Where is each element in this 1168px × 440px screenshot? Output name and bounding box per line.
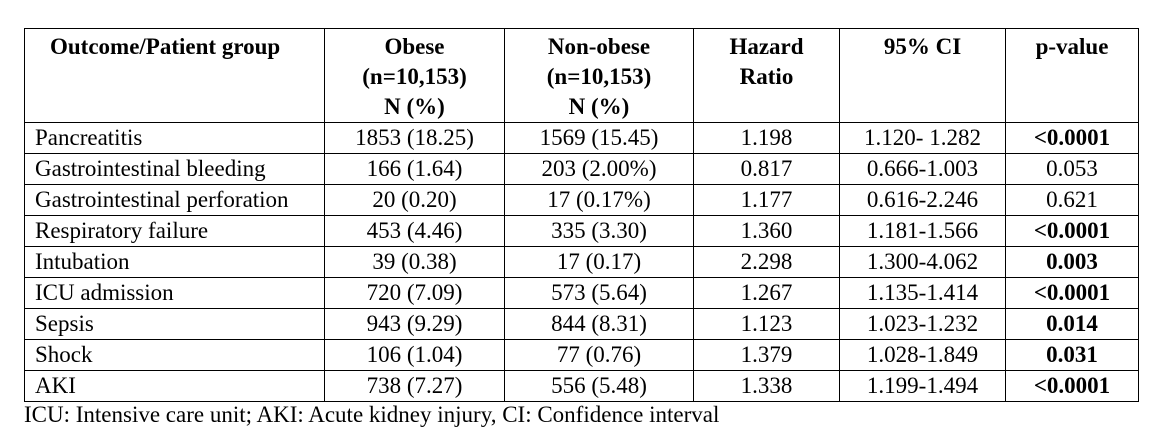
obese-cell: 943 (9.29) <box>324 308 505 340</box>
hazard-ratio-cell: 1.267 <box>693 277 840 309</box>
ci-cell: 1.181-1.566 <box>839 215 1006 247</box>
obese-cell: 720 (7.09) <box>324 277 505 309</box>
ci-cell: 1.300-4.062 <box>839 246 1006 278</box>
obese-cell: 39 (0.38) <box>324 246 505 278</box>
ci-cell: 1.028-1.849 <box>839 339 1006 371</box>
obese-cell: 1853 (18.25) <box>324 122 505 154</box>
ci-cell: 0.616-2.246 <box>839 184 1006 216</box>
header-line: Hazard <box>729 34 804 59</box>
header-line: N (%) <box>568 94 630 119</box>
hazard-ratio-cell: 2.298 <box>693 246 840 278</box>
p-value-cell: 0.053 <box>1005 153 1139 185</box>
header-p-value: p-value <box>1005 28 1139 123</box>
ci-cell: 1.135-1.414 <box>839 277 1006 309</box>
p-value-cell: <0.0001 <box>1005 277 1139 309</box>
obese-cell: 453 (4.46) <box>324 215 505 247</box>
header-non-obese: Non-obese (n=10,153) N (%) <box>504 28 694 123</box>
header-line: 95% CI <box>883 34 962 59</box>
table-row: Sepsis 943 (9.29) 844 (8.31) 1.123 1.023-1.2… <box>24 308 1139 340</box>
p-value-cell: 0.003 <box>1005 246 1139 278</box>
obese-cell: 738 (7.27) <box>324 370 505 402</box>
p-value-cell: 0.031 <box>1005 339 1139 371</box>
table-row: AKI 738 (7.27) 556 (5.48) 1.338 1.199-1.494 <… <box>24 370 1139 402</box>
table-body: Pancreatitis 1853 (18.25) 1569 (15.45) 1.19… <box>24 122 1139 402</box>
header-line: Non-obese <box>547 34 651 59</box>
header-row: Outcome/Patient group Obese (n=10,153) N… <box>24 28 1139 123</box>
ci-cell: 1.120- 1.282 <box>839 122 1006 154</box>
outcome-cell: Sepsis <box>24 308 325 340</box>
ci-cell: 0.666-1.003 <box>839 153 1006 185</box>
obese-cell: 20 (0.20) <box>324 184 505 216</box>
hazard-ratio-cell: 1.360 <box>693 215 840 247</box>
header-line: (n=10,153) <box>546 64 652 89</box>
table-row: Gastrointestinal perforation 20 (0.20) 17 … <box>24 184 1139 216</box>
outcome-cell: AKI <box>24 370 325 402</box>
obese-cell: 106 (1.04) <box>324 339 505 371</box>
p-value-cell: <0.0001 <box>1005 370 1139 402</box>
header-line: p-value <box>1035 34 1109 59</box>
non-obese-cell: 844 (8.31) <box>504 308 694 340</box>
outcome-cell: ICU admission <box>24 277 325 309</box>
outcome-cell: Gastrointestinal bleeding <box>24 153 325 185</box>
header-line: Obese <box>384 34 445 59</box>
p-value-cell: 0.014 <box>1005 308 1139 340</box>
header-obese: Obese (n=10,153) N (%) <box>324 28 505 123</box>
table-footnote: ICU: Intensive care unit; AKI: Acute kid… <box>24 402 720 427</box>
ci-cell: 1.199-1.494 <box>839 370 1006 402</box>
outcome-cell: Pancreatitis <box>24 122 325 154</box>
non-obese-cell: 573 (5.64) <box>504 277 694 309</box>
outcome-cell: Gastrointestinal perforation <box>24 184 325 216</box>
hazard-ratio-cell: 0.817 <box>693 153 840 185</box>
header-outcome-patient-group: Outcome/Patient group <box>24 28 325 123</box>
hazard-ratio-cell: 1.338 <box>693 370 840 402</box>
outcomes-table: Outcome/Patient group Obese (n=10,153) N… <box>24 28 1139 402</box>
non-obese-cell: 203 (2.00%) <box>504 153 694 185</box>
outcome-cell: Intubation <box>24 246 325 278</box>
ci-cell: 1.023-1.232 <box>839 308 1006 340</box>
header-line: (n=10,153) <box>362 64 467 89</box>
outcome-cell: Respiratory failure <box>24 215 325 247</box>
non-obese-cell: 17 (0.17%) <box>504 184 694 216</box>
hazard-ratio-cell: 1.379 <box>693 339 840 371</box>
table-row: Intubation 39 (0.38) 17 (0.17) 2.298 1.300-4… <box>24 246 1139 278</box>
header-line: Ratio <box>739 64 794 89</box>
header-hazard-ratio: Hazard Ratio <box>693 28 840 123</box>
hazard-ratio-cell: 1.123 <box>693 308 840 340</box>
non-obese-cell: 335 (3.30) <box>504 215 694 247</box>
non-obese-cell: 77 (0.76) <box>504 339 694 371</box>
table-row: Gastrointestinal bleeding 166 (1.64) 203 (… <box>24 153 1139 185</box>
outcome-cell: Shock <box>24 339 325 371</box>
table-row: Shock 106 (1.04) 77 (0.76) 1.379 1.028-1.849… <box>24 339 1139 371</box>
non-obese-cell: 17 (0.17) <box>504 246 694 278</box>
non-obese-cell: 556 (5.48) <box>504 370 694 402</box>
non-obese-cell: 1569 (15.45) <box>504 122 694 154</box>
hazard-ratio-cell: 1.198 <box>693 122 840 154</box>
header-line: Outcome/Patient group <box>50 34 281 59</box>
table-row: Pancreatitis 1853 (18.25) 1569 (15.45) 1.19… <box>24 122 1139 154</box>
p-value-cell: <0.0001 <box>1005 122 1139 154</box>
table-row: Respiratory failure 453 (4.46) 335 (3.30) 1… <box>24 215 1139 247</box>
p-value-cell: <0.0001 <box>1005 215 1139 247</box>
p-value-cell: 0.621 <box>1005 184 1139 216</box>
header-line: N (%) <box>384 94 445 119</box>
header-95-ci: 95% CI <box>839 28 1006 123</box>
obese-cell: 166 (1.64) <box>324 153 505 185</box>
table-row: ICU admission 720 (7.09) 573 (5.64) 1.267 1.… <box>24 277 1139 309</box>
hazard-ratio-cell: 1.177 <box>693 184 840 216</box>
